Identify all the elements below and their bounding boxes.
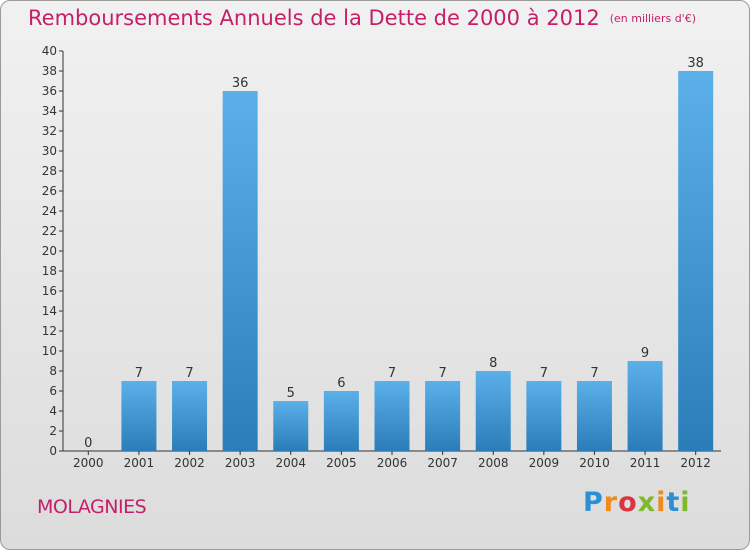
x-tick-label: 2003 xyxy=(225,456,256,470)
x-tick-label: 2009 xyxy=(529,456,560,470)
y-tick-label: 10 xyxy=(42,344,57,358)
x-tick-label: 2010 xyxy=(579,456,610,470)
y-tick-label: 36 xyxy=(42,84,57,98)
x-tick-label: 2007 xyxy=(427,456,458,470)
value-label: 7 xyxy=(438,366,446,381)
y-tick-label: 38 xyxy=(42,64,57,78)
bar-2009 xyxy=(526,381,562,451)
value-label: 0 xyxy=(84,436,92,451)
bar-2006 xyxy=(374,381,410,451)
value-label: 6 xyxy=(337,376,345,391)
logo-letter: t xyxy=(666,487,681,518)
bar-2003 xyxy=(222,91,258,451)
value-label: 7 xyxy=(590,366,598,381)
x-tick-label: 2005 xyxy=(326,456,357,470)
y-tick-label: 16 xyxy=(42,284,57,298)
bar-2001 xyxy=(121,381,157,451)
value-label: 7 xyxy=(185,366,193,381)
bars xyxy=(121,71,714,451)
y-tick-label: 26 xyxy=(42,184,57,198)
y-tick-label: 24 xyxy=(42,204,57,218)
value-label: 38 xyxy=(687,56,704,71)
y-tick-label: 14 xyxy=(42,304,57,318)
y-tick-label: 20 xyxy=(42,244,57,258)
x-tick-label: 2000 xyxy=(73,456,104,470)
commune-name: MOLAGNIES xyxy=(37,496,147,518)
y-tick-label: 30 xyxy=(42,144,57,158)
bar-2010 xyxy=(576,381,612,451)
value-labels: 0 7 7 36 5 6 7 7 8 7 7 9 38 xyxy=(84,56,704,451)
axes: 0246810121416182022242628303234363840200… xyxy=(42,44,721,470)
bar-2012 xyxy=(678,71,714,451)
value-label: 7 xyxy=(540,366,548,381)
bar-2011 xyxy=(627,361,663,451)
y-tick-label: 0 xyxy=(49,444,57,458)
value-label: 8 xyxy=(489,356,497,371)
y-tick-label: 34 xyxy=(42,104,57,118)
y-tick-label: 4 xyxy=(49,404,57,418)
unit-label: (en milliers d'€) xyxy=(609,12,696,25)
logo-letter: P xyxy=(583,487,604,518)
logo-letter: i xyxy=(656,487,667,518)
y-tick-label: 6 xyxy=(49,384,57,398)
bar-2007 xyxy=(425,381,461,451)
value-label: 5 xyxy=(287,386,295,401)
value-label: 36 xyxy=(232,76,249,91)
logo-letter: x xyxy=(637,487,657,518)
bar-2002 xyxy=(172,381,208,451)
value-label: 7 xyxy=(388,366,396,381)
proxiti-logo: Proxiti xyxy=(583,487,691,518)
bar-2004 xyxy=(273,401,309,451)
y-tick-label: 22 xyxy=(42,224,57,238)
x-tick-label: 2001 xyxy=(124,456,155,470)
x-tick-label: 2004 xyxy=(275,456,306,470)
x-tick-label: 2006 xyxy=(377,456,408,470)
logo-letter: r xyxy=(603,487,619,518)
logo-letter: i xyxy=(680,487,691,518)
bar-2005 xyxy=(323,391,359,451)
x-tick-label: 2011 xyxy=(630,456,661,470)
y-tick-label: 40 xyxy=(42,44,57,58)
bar-2008 xyxy=(475,371,511,451)
y-tick-label: 2 xyxy=(49,424,57,438)
y-tick-label: 18 xyxy=(42,264,57,278)
x-tick-label: 2002 xyxy=(174,456,205,470)
value-label: 9 xyxy=(641,346,649,361)
y-tick-label: 32 xyxy=(42,124,57,138)
title-text: Remboursements Annuels de la Dette de 20… xyxy=(28,6,600,30)
y-tick-label: 12 xyxy=(42,324,57,338)
logo-letter: o xyxy=(618,487,638,518)
x-tick-label: 2008 xyxy=(478,456,509,470)
chart-title: Remboursements Annuels de la Dette de 20… xyxy=(28,6,696,30)
y-tick-label: 8 xyxy=(49,364,57,378)
x-tick-label: 2012 xyxy=(680,456,711,470)
y-tick-label: 28 xyxy=(42,164,57,178)
value-label: 7 xyxy=(135,366,143,381)
